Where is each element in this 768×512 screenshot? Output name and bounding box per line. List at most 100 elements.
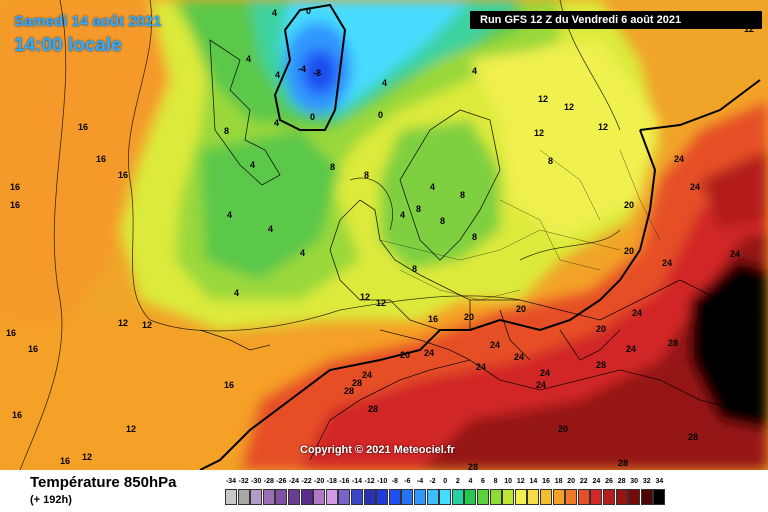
iso-label: 4 xyxy=(382,78,387,88)
scale-tick-label: 6 xyxy=(481,478,485,485)
iso-label: 12 xyxy=(598,122,608,132)
iso-label: 8 xyxy=(472,232,477,242)
scale-tick-label: 2 xyxy=(455,478,460,485)
iso-label: 24 xyxy=(536,380,546,390)
iso-label: 12 xyxy=(360,292,370,302)
iso-label: 8 xyxy=(224,126,229,136)
scale-swatch xyxy=(338,489,351,505)
iso-label: 16 xyxy=(10,200,20,210)
scale-tick-label: 16 xyxy=(542,478,550,485)
scale-tick-label: -16 xyxy=(339,478,350,485)
iso-label: 28 xyxy=(344,386,354,396)
iso-label: 20 xyxy=(400,350,410,360)
scale-swatch xyxy=(351,489,363,505)
iso-label: 28 xyxy=(618,458,628,468)
iso-label: 4 xyxy=(472,66,477,76)
iso-label: 4 xyxy=(268,224,273,234)
copyright-notice: Copyright © 2021 Meteociel.fr xyxy=(300,444,455,456)
scale-tick-label: -22 xyxy=(301,478,312,485)
iso-label: 4 xyxy=(400,210,405,220)
scale-tick-label: 28 xyxy=(617,478,626,485)
scale-swatch xyxy=(300,489,313,505)
iso-label: 16 xyxy=(6,328,16,338)
iso-label: 4 xyxy=(250,160,255,170)
scale-swatch xyxy=(250,489,263,505)
scale-tick-label: -32 xyxy=(238,478,249,485)
scale-swatch xyxy=(565,489,578,505)
scale-tick-label: -8 xyxy=(391,478,398,485)
iso-label: 24 xyxy=(662,258,672,268)
iso-label: 8 xyxy=(416,204,421,214)
scale-tick-label: -18 xyxy=(326,478,337,485)
iso-label: 24 xyxy=(476,362,486,372)
iso-label: 8 xyxy=(364,170,369,180)
scale-swatch xyxy=(514,489,527,505)
scale-swatch xyxy=(577,489,590,505)
iso-label: 8 xyxy=(440,216,445,226)
scale-swatch xyxy=(502,489,515,505)
scale-tick-label: 4 xyxy=(468,478,473,485)
iso-label: 16 xyxy=(12,410,22,420)
scale-swatch xyxy=(401,489,414,505)
scale-swatch xyxy=(640,489,653,505)
scale-swatch xyxy=(363,489,376,505)
scale-swatch xyxy=(590,489,603,505)
iso-label: 24 xyxy=(674,154,684,164)
model-run-label: Run GFS 12 Z du Vendredi 6 août 2021 xyxy=(470,11,762,29)
iso-label: 8 xyxy=(548,156,553,166)
scale-swatch xyxy=(262,489,275,505)
scale-tick-label: 34 xyxy=(655,478,664,485)
iso-label: 16 xyxy=(118,170,128,180)
scale-tick-label: -6 xyxy=(404,478,411,485)
scale-swatch xyxy=(439,489,452,505)
iso-label: 0 xyxy=(310,112,315,122)
scale-tick-label: -10 xyxy=(377,478,388,485)
scale-swatch xyxy=(628,489,641,505)
scale-tick-label: 10 xyxy=(504,478,513,485)
scale-tick-label: -2 xyxy=(429,478,436,485)
iso-label: 28 xyxy=(596,360,606,370)
iso-label: 12 xyxy=(118,318,128,328)
scale-swatch xyxy=(464,489,477,505)
scale-tick-label: -28 xyxy=(263,478,274,485)
scale-tick-label: 0 xyxy=(443,478,448,485)
iso-label: 4 xyxy=(300,248,305,258)
iso-label: 28 xyxy=(468,462,478,470)
iso-label: 24 xyxy=(730,249,740,259)
iso-label: 8 xyxy=(330,162,335,172)
iso-label: 24 xyxy=(626,344,636,354)
scale-swatch xyxy=(376,489,389,505)
scale-tick-label: 22 xyxy=(579,478,588,485)
scale-tick-label: 18 xyxy=(554,478,563,485)
iso-label: 20 xyxy=(624,200,634,210)
iso-label: 20 xyxy=(558,424,568,434)
iso-label: 4 xyxy=(272,8,277,18)
iso-label: 28 xyxy=(368,404,378,414)
iso-label: 24 xyxy=(514,352,524,362)
scale-swatch xyxy=(388,489,401,505)
iso-label: 4 xyxy=(430,182,435,192)
iso-label: 24 xyxy=(490,340,500,350)
scale-swatch xyxy=(552,489,565,505)
iso-label: 28 xyxy=(688,432,698,442)
scale-tick-label: -34 xyxy=(225,478,237,485)
scale-swatch xyxy=(313,489,326,505)
scale-tick-label: -4 xyxy=(416,478,424,485)
scale-tick-label: 26 xyxy=(605,478,613,485)
iso-label: 20 xyxy=(624,246,634,256)
iso-label: 16 xyxy=(224,380,234,390)
scale-swatch xyxy=(527,489,540,505)
scale-tick-label: 14 xyxy=(529,478,538,485)
iso-label: 0 xyxy=(306,6,311,16)
iso-label: 16 xyxy=(10,182,20,192)
iso-label: 20 xyxy=(596,324,606,334)
scale-swatch xyxy=(225,489,237,505)
iso-label: 24 xyxy=(424,348,434,358)
scale-tick-label: -14 xyxy=(351,478,363,485)
scale-tick-label: -12 xyxy=(364,478,375,485)
iso-label: 20 xyxy=(464,312,474,322)
scale-swatch xyxy=(414,489,426,505)
iso-label: 8 xyxy=(412,264,417,274)
scale-swatch xyxy=(489,489,502,505)
